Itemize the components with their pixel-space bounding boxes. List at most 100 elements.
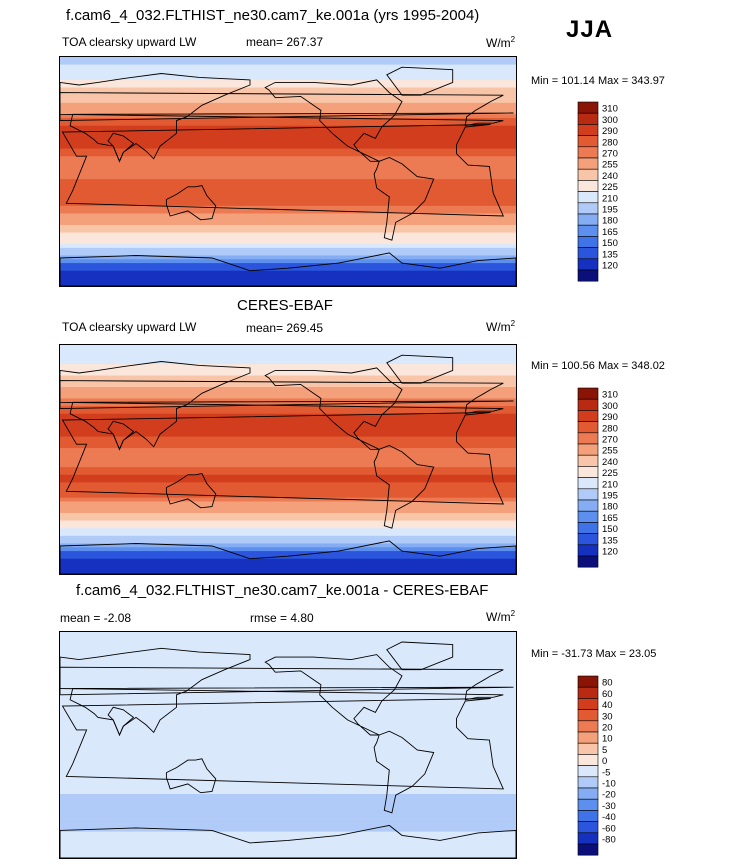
colorbar-swatch — [577, 533, 599, 546]
panel-2-mean: mean= 269.45 — [246, 321, 324, 335]
zonal-band — [60, 186, 516, 192]
colorbar-tick-label: 270 — [602, 149, 618, 160]
zonal-band — [60, 775, 516, 780]
zonal-band — [60, 684, 516, 690]
coastline-antarctica — [60, 540, 516, 574]
zonal-band — [60, 263, 516, 268]
colorbar-swatch — [577, 443, 599, 456]
coastline-australia — [165, 184, 217, 221]
zonal-band — [60, 741, 516, 746]
zonal-band — [60, 824, 516, 829]
colorbar-swatch — [577, 843, 599, 856]
zonal-band — [60, 232, 516, 237]
zonal-band — [60, 554, 516, 560]
colorbar-swatch — [577, 269, 599, 282]
panel-2-title: CERES-EBAF — [237, 297, 333, 314]
zonal-band — [60, 64, 516, 70]
zonal-band — [60, 831, 516, 836]
zonal-band — [60, 140, 516, 146]
zonal-band — [60, 643, 516, 648]
colorbar-swatch — [577, 742, 599, 755]
colorbar-swatch — [577, 499, 599, 512]
colorbar-tick-label: -20 — [602, 790, 616, 801]
coastline-antarctica — [60, 252, 516, 286]
zonal-band — [60, 756, 516, 761]
coastline-australia — [165, 472, 217, 509]
colorbar-swatch — [577, 798, 599, 811]
colorbar-tick-label: 5 — [602, 745, 607, 756]
season-label: JJA — [566, 16, 614, 43]
zonal-band — [60, 57, 516, 62]
panel-2-minmax: Min = 100.56 Max = 348.02 — [531, 360, 665, 372]
colorbar-tick-label: 300 — [602, 115, 618, 126]
zonal-band — [60, 809, 516, 814]
panel-3-colorbar: 80 60 40 30 20 10 5 0 -5 -10 -20 -30 -40 -60 -80 — [577, 675, 648, 862]
colorbar-swatch — [577, 236, 599, 248]
coastline-europe — [60, 380, 504, 415]
colorbar-swatch — [577, 421, 599, 434]
zonal-band — [60, 102, 516, 108]
zonal-band — [60, 854, 516, 858]
zonal-band — [60, 767, 516, 772]
zonal-band — [60, 87, 516, 92]
colorbar-swatch — [577, 555, 599, 568]
zonal-band — [60, 398, 516, 403]
colorbar-swatch — [577, 544, 599, 557]
zonal-band — [60, 72, 516, 77]
zonal-band — [60, 680, 516, 686]
zonal-band — [60, 490, 516, 495]
zonal-band — [60, 213, 516, 218]
panel-1-units: W/m2 — [486, 35, 516, 50]
zonal-band — [60, 179, 516, 184]
colorbar-swatch — [577, 224, 599, 237]
zonal-band — [60, 244, 516, 249]
colorbar-swatch — [577, 410, 599, 422]
panel-3-units: W/m2 — [486, 609, 516, 624]
coastline-eurasia — [60, 647, 514, 737]
zonal-band — [60, 129, 516, 134]
colorbar-swatch — [577, 157, 599, 170]
panel-1-colorbar: 310 300 290 280 270 255 240 225 210 195 180 165 150 1… — [577, 101, 648, 288]
coastline-australia — [165, 758, 217, 794]
zonal-band — [60, 703, 516, 708]
coastline-samerica — [373, 730, 435, 814]
map-plot — [60, 345, 516, 574]
colorbar-tick-label: 255 — [602, 160, 618, 171]
colorbar-tick-label: 10 — [602, 734, 613, 745]
zonal-band — [60, 266, 516, 272]
panel-1-title: f.cam6_4_032.FLTHIST_ne30.cam7_ke.001a (… — [66, 7, 480, 24]
panel-3-title: f.cam6_4_032.FLTHIST_ne30.cam7_ke.001a -… — [76, 582, 489, 599]
colorbar-swatch — [577, 466, 599, 478]
zonal-band — [60, 209, 516, 215]
coastline-africa — [61, 698, 505, 790]
colorbar-tick-label: 120 — [602, 261, 618, 272]
zonal-band — [60, 194, 516, 199]
zonal-band — [60, 478, 516, 483]
zonal-band — [60, 390, 516, 396]
colorbar-tick-label: 195 — [602, 491, 618, 502]
zonal-band — [60, 270, 516, 276]
colorbar-swatch — [577, 202, 599, 215]
zonal-band — [60, 144, 516, 150]
zonal-band — [60, 345, 516, 350]
zonal-band — [60, 386, 516, 392]
colorbar-swatch — [577, 832, 599, 845]
zonal-band — [60, 846, 516, 852]
map-plot — [60, 57, 516, 286]
colorbar-swatch — [577, 821, 599, 834]
colorbar-tick-label: 310 — [602, 104, 618, 115]
zonal-band — [60, 547, 516, 552]
zonal-band — [60, 516, 516, 522]
zonal-band — [60, 205, 516, 211]
colorbar-tick-label: 150 — [602, 524, 618, 535]
colorbar-tick-label: 240 — [602, 457, 618, 468]
colorbar-swatch — [577, 168, 599, 181]
panel-2-map — [59, 344, 517, 575]
zonal-band — [60, 509, 516, 514]
colorbar-swatch — [577, 124, 599, 136]
zonal-band — [60, 163, 516, 169]
panel-2-units: W/m2 — [486, 319, 516, 334]
coastline-india — [107, 132, 135, 163]
colorbar-tick-label: 255 — [602, 446, 618, 457]
